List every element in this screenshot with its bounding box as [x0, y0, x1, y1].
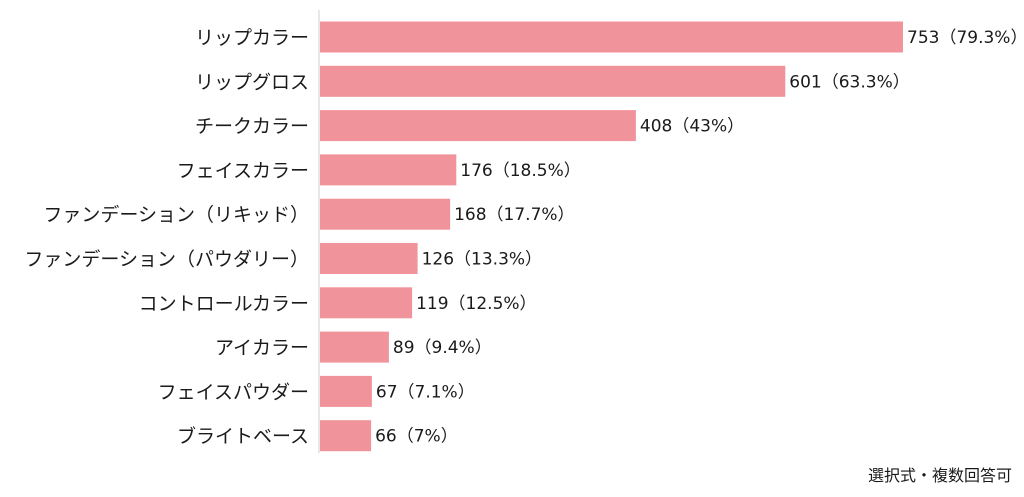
- category-label-1: リップグロス: [195, 71, 309, 93]
- category-label-5: ファンデーション（パウダリー）: [24, 249, 309, 271]
- value-label-2: 408（43%）: [640, 117, 744, 137]
- category-label-7: アイカラー: [215, 337, 309, 359]
- value-labels: 753（79.3%） 601（63.3%） 408（43%） 176（18.5%） 16…: [375, 28, 1024, 447]
- bar-4: [320, 198, 451, 230]
- value-label-5: 126（13.3%）: [422, 250, 542, 270]
- bar-5: [320, 243, 418, 274]
- value-label-6: 119（12.5%）: [416, 294, 536, 314]
- bars-group: [320, 21, 903, 452]
- bar-2: [320, 110, 636, 142]
- bar-3: [320, 154, 457, 186]
- bar-1: [320, 65, 786, 97]
- value-label-7: 89（9.4%）: [393, 338, 492, 358]
- bar-9: [320, 420, 372, 452]
- bar-0: [320, 21, 903, 53]
- category-label-0: リップカラー: [195, 27, 309, 49]
- category-label-2: チークカラー: [195, 116, 309, 138]
- value-label-8: 67（7.1%）: [376, 382, 475, 402]
- chart-note: 選択式・複数回答可: [868, 466, 1012, 485]
- value-label-1: 601（63.3%）: [789, 72, 909, 92]
- category-label-6: コントロールカラー: [139, 293, 309, 315]
- bar-6: [320, 287, 413, 319]
- category-label-8: フェイスパウダー: [158, 381, 309, 403]
- category-label-4: ファンデーション（リキッド）: [43, 204, 309, 226]
- value-label-3: 176（18.5%）: [460, 161, 580, 181]
- category-label-9: ブライトベース: [177, 425, 309, 448]
- value-label-4: 168（17.7%）: [454, 205, 574, 225]
- bar-8: [320, 375, 372, 407]
- value-label-9: 66（7%）: [375, 427, 458, 447]
- bar-7: [320, 331, 389, 363]
- category-label-3: フェイスカラー: [177, 160, 309, 182]
- value-label-0: 753（79.3%）: [907, 28, 1024, 48]
